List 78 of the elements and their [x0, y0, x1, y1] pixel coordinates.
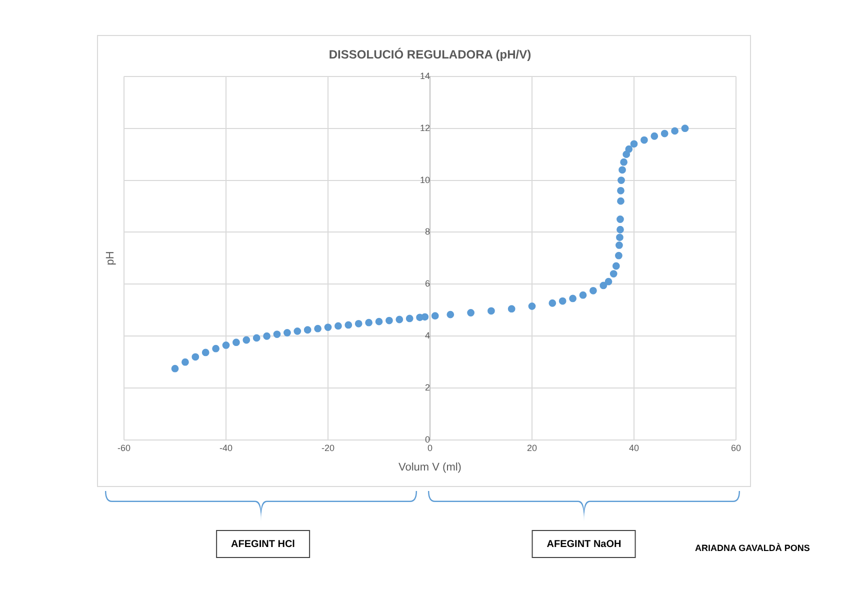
- point: [630, 140, 638, 148]
- point: [386, 316, 393, 324]
- point: [284, 329, 291, 336]
- point: [579, 291, 587, 299]
- point: [671, 127, 678, 135]
- x-tick-label: -20: [321, 442, 335, 453]
- point: [324, 324, 332, 331]
- point: [365, 318, 372, 326]
- point: [660, 130, 668, 138]
- y-tick-label: 12: [420, 122, 430, 133]
- y-tick-label: 6: [424, 278, 430, 289]
- point: [617, 186, 624, 194]
- x-tick-label: -40: [219, 442, 233, 453]
- x-tick-label: 20: [526, 442, 538, 453]
- point: [528, 302, 536, 310]
- point: [610, 270, 618, 278]
- point: [431, 312, 439, 320]
- y-axis-title: pH: [104, 251, 117, 266]
- point: [622, 150, 630, 158]
- y-tick-label: 10: [420, 174, 430, 185]
- y-tick-label: 2: [424, 382, 430, 393]
- point: [263, 332, 270, 340]
- point: [232, 338, 240, 346]
- point: [600, 282, 608, 290]
- point: [406, 314, 414, 322]
- point: [508, 305, 516, 313]
- point: [618, 176, 625, 184]
- point: [396, 316, 404, 324]
- text: AFEGINT NaOH: [532, 530, 636, 558]
- point: [650, 132, 658, 140]
- point: [612, 262, 620, 270]
- point: [625, 145, 633, 153]
- point: [618, 166, 626, 174]
- point: [558, 297, 566, 305]
- point: [182, 358, 189, 366]
- point: [304, 326, 312, 334]
- y-tick-label: 4: [424, 330, 430, 341]
- y-tick-label: 8: [424, 226, 430, 237]
- point: [604, 278, 612, 286]
- point: [273, 330, 281, 338]
- point: [375, 318, 383, 326]
- point: [616, 242, 623, 249]
- point: [681, 124, 689, 132]
- point: [616, 216, 624, 223]
- point: [171, 364, 179, 372]
- text: AFEGINT HCl: [216, 530, 310, 558]
- point: [615, 252, 622, 260]
- point: [640, 136, 648, 144]
- point: [212, 344, 220, 352]
- x-tick-label: 60: [730, 442, 742, 453]
- point: [446, 310, 454, 318]
- x-tick-label: -60: [117, 442, 131, 453]
- x-axis-title: Volum V (ml): [398, 461, 462, 474]
- point: [202, 348, 210, 356]
- point: [620, 158, 628, 166]
- point: [590, 286, 597, 294]
- point: [252, 334, 260, 342]
- point: [467, 309, 474, 316]
- point: [222, 342, 230, 349]
- point: [354, 320, 362, 328]
- point: [242, 336, 250, 344]
- point: [421, 313, 429, 321]
- point: [617, 197, 624, 205]
- point: [192, 353, 200, 361]
- point: [294, 327, 302, 335]
- chart-title: DISSOLUCIÓ REGULADORA (pH/V): [328, 48, 532, 62]
- point: [569, 294, 576, 302]
- x-tick-label: 40: [628, 442, 640, 453]
- point: [488, 307, 495, 315]
- point: [616, 234, 624, 242]
- y-tick-label: 14: [420, 70, 430, 81]
- point: [616, 226, 624, 234]
- text: ARIADNA GAVALDÀ PONS: [695, 543, 810, 553]
- point: [314, 324, 322, 332]
- point: [344, 321, 352, 329]
- y-tick-label: 0: [424, 434, 430, 444]
- point: [334, 322, 342, 330]
- point: [548, 299, 556, 307]
